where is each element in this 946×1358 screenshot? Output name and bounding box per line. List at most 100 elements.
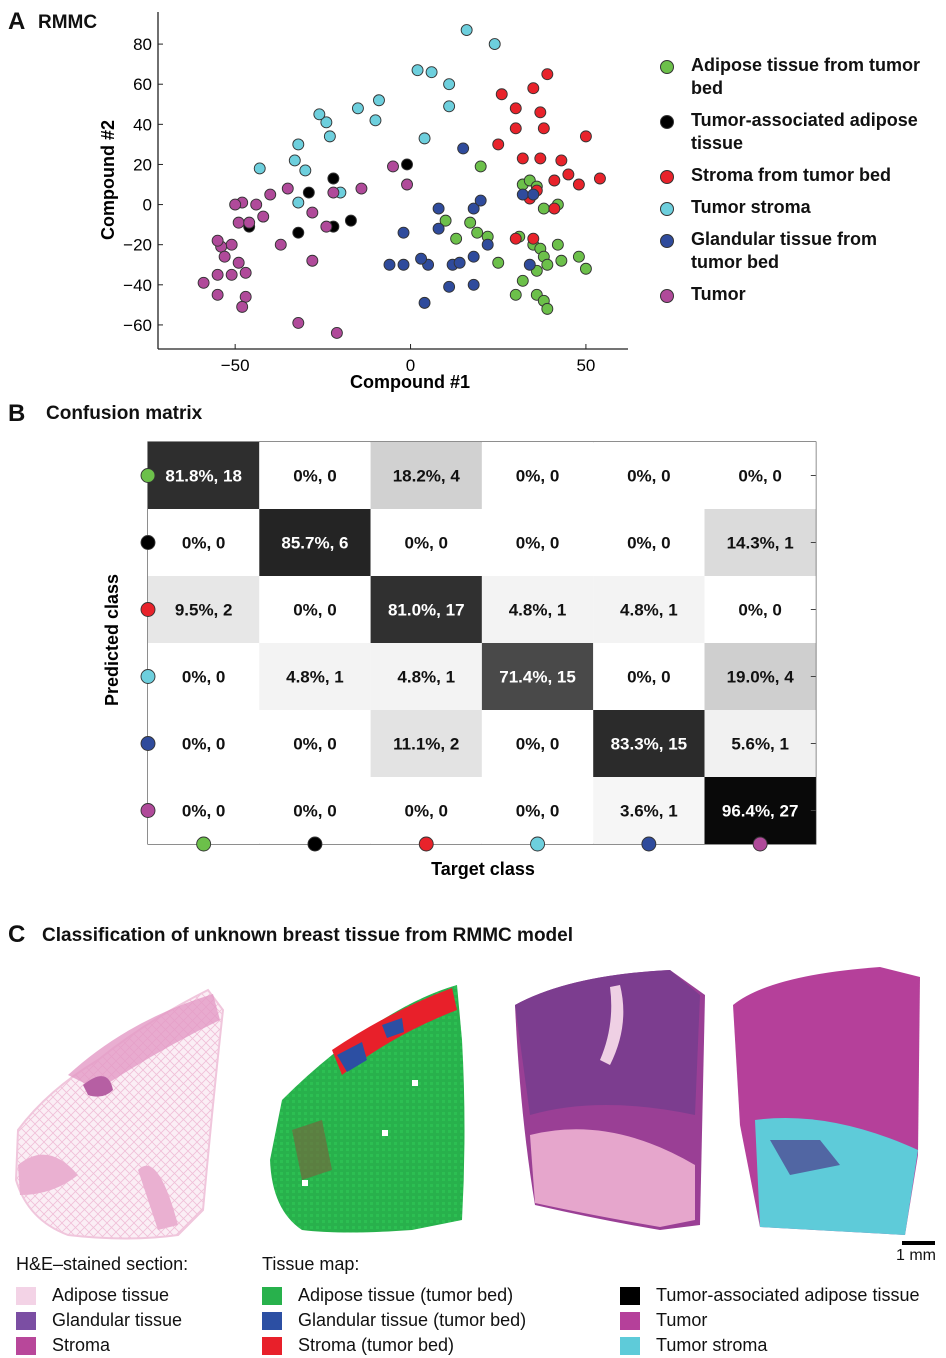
matrix-cell xyxy=(259,576,371,643)
legend-label: Stroma (tumor bed) xyxy=(298,1335,455,1355)
scatter-point xyxy=(460,24,473,37)
matrix-cell xyxy=(593,576,705,643)
y-tick-label: −20 xyxy=(123,236,152,255)
scatter-point xyxy=(250,198,263,211)
legend-label: Tumor xyxy=(691,284,746,304)
legend-label: Tumor-associated adipose tissue xyxy=(656,1285,920,1305)
scatter-point xyxy=(527,82,540,95)
tissue-legend-item: Stroma (tumor bed) xyxy=(262,1333,526,1358)
he-section-image-1 xyxy=(14,988,225,1240)
scatter-point xyxy=(243,216,256,229)
scatter-point xyxy=(555,254,568,267)
scatter-legend: Adipose tissue from tumor bed Tumor-assoc… xyxy=(656,54,946,315)
matrix-cells: 81.8%, 18 0%, 0 18.2%, 4 0%, 0 0%, 0 0%, 0 0%,… xyxy=(147,441,817,845)
scatter-point xyxy=(239,290,252,303)
scatter-point xyxy=(306,254,319,267)
scatter-point xyxy=(401,178,413,191)
scale-bar-line xyxy=(902,1241,935,1245)
predicted-class-marker-icon xyxy=(140,535,156,550)
scatter-point xyxy=(415,252,428,265)
scatter-point xyxy=(253,162,266,175)
legend-swatch-icon xyxy=(262,1336,282,1355)
scatter-point xyxy=(523,258,536,271)
scatter-point xyxy=(579,262,592,275)
matrix-cell xyxy=(259,643,371,710)
scatter-point xyxy=(579,130,592,143)
legend-swatch-icon xyxy=(16,1336,36,1355)
scatter-point xyxy=(218,250,231,263)
tissue-legend-item: Adipose tissue (tumor bed) xyxy=(262,1283,526,1308)
legend-label: Glandular tissue from tumor bed xyxy=(691,229,878,272)
matrix-cell-label: 3.6%, 1 xyxy=(620,802,678,821)
tissue-map-legend-header: Tissue map: xyxy=(262,1254,360,1274)
legend-label: Adipose tissue xyxy=(52,1285,170,1305)
matrix-cell xyxy=(370,777,482,844)
matrix-cell xyxy=(148,710,260,777)
legend-label: Tumor stroma xyxy=(691,197,811,217)
matrix-cell-label: 0%, 0 xyxy=(627,534,670,553)
scatter-point xyxy=(292,316,305,329)
scatter-point xyxy=(418,296,431,309)
matrix-cell xyxy=(148,576,260,643)
matrix-cell xyxy=(704,576,816,643)
matrix-cell xyxy=(148,777,260,844)
scatter-point xyxy=(397,226,410,239)
scatter-point xyxy=(320,220,333,233)
matrix-cell-label: 4.8%, 1 xyxy=(509,601,567,620)
panel-b-letter: B xyxy=(8,400,26,427)
predicted-class-marker-icon xyxy=(140,803,156,818)
matrix-cell xyxy=(259,509,371,576)
matrix-cell-label: 0%, 0 xyxy=(293,467,336,486)
panel-a-title: RMMC xyxy=(38,12,98,33)
target-class-marker-icon xyxy=(641,836,657,852)
matrix-cell-label: 83.3%, 15 xyxy=(611,735,688,754)
scatter-axes: −50 0 50 −60 −40 −20 0 20 40 60 80 xyxy=(123,12,628,375)
matrix-cell-label: 0%, 0 xyxy=(627,467,670,486)
tissue-legend-item: Glandular tissue xyxy=(16,1308,182,1333)
scatter-legend-item: Tumor xyxy=(656,283,946,306)
matrix-cell-label: 0%, 0 xyxy=(182,735,225,754)
predicted-class-marker-icon xyxy=(140,468,156,483)
target-class-marker-icon xyxy=(530,836,545,852)
matrix-class-markers xyxy=(140,468,816,852)
scatter-point xyxy=(373,94,385,107)
target-class-marker-icon xyxy=(196,836,212,852)
panel-b-title: Confusion matrix xyxy=(46,403,203,424)
scale-bar-label: 1 mm xyxy=(896,1247,936,1264)
scatter-point xyxy=(516,274,529,287)
legend-label: Tumor xyxy=(656,1310,708,1330)
predicted-class-marker-icon xyxy=(140,669,156,684)
matrix-cell xyxy=(704,442,816,509)
matrix-cell xyxy=(704,777,816,844)
matrix-cell-label: 11.1%, 2 xyxy=(393,735,459,754)
matrix-cell xyxy=(148,643,260,710)
tissue-legend-item: Glandular tissue (tumor bed) xyxy=(262,1308,526,1333)
matrix-cell xyxy=(148,509,260,576)
scatter-legend-item: Tumor-associated adipose tissue xyxy=(656,109,946,155)
scatter-point xyxy=(225,268,238,281)
tissue-map-image-1 xyxy=(270,985,465,1233)
matrix-cell-label: 4.8%, 1 xyxy=(620,601,678,620)
scatter-point xyxy=(418,132,431,145)
scatter-point xyxy=(541,258,554,271)
matrix-cell-label: 4.8%, 1 xyxy=(286,668,344,687)
scatter-ylabel: Compound #2 xyxy=(98,120,118,240)
scatter-point xyxy=(464,216,477,229)
matrix-cell xyxy=(370,710,482,777)
legend-swatch-icon xyxy=(16,1286,36,1305)
matrix-cell-label: 0%, 0 xyxy=(516,467,559,486)
scatter-point xyxy=(330,327,343,339)
scatter-point xyxy=(292,226,305,239)
matrix-cell-label: 0%, 0 xyxy=(516,802,559,821)
scatter-point xyxy=(541,302,554,315)
scatter-point xyxy=(320,116,333,129)
scatter-point xyxy=(351,102,364,115)
scatter-point xyxy=(439,214,452,227)
matrix-cell-label: 5.6%, 1 xyxy=(731,735,789,754)
matrix-xlabel: Target class xyxy=(431,859,535,879)
x-tick-label: 0 xyxy=(406,356,415,375)
scatter-point xyxy=(509,122,522,135)
matrix-cell-label: 0%, 0 xyxy=(405,534,448,553)
tissue-legend-item: Tumor stroma xyxy=(620,1333,919,1358)
scatter-point xyxy=(551,238,564,251)
